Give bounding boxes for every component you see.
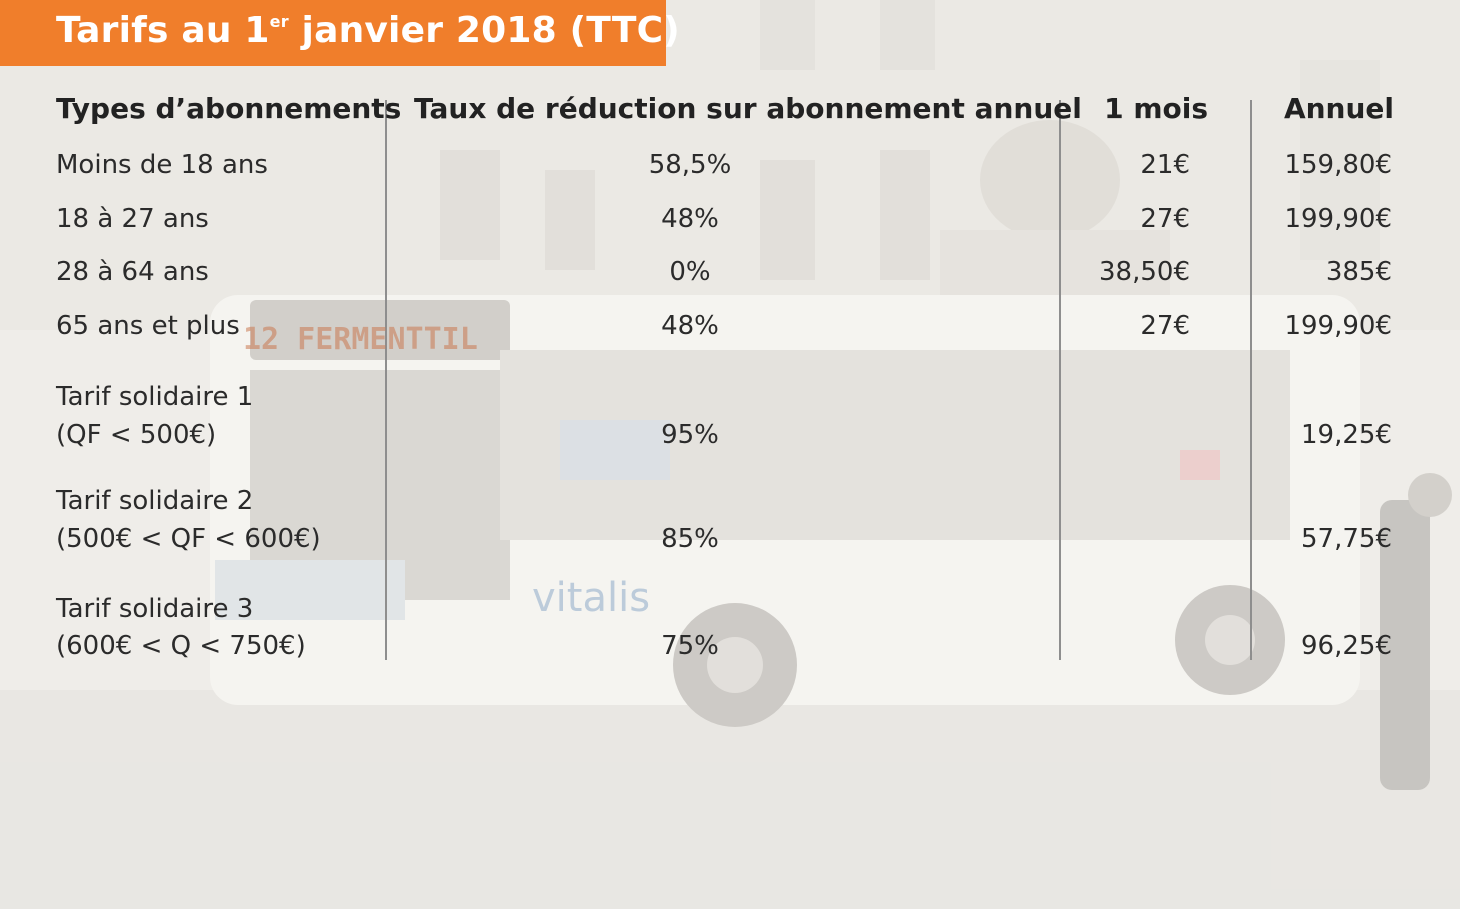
header-type: Types d’abonnements	[56, 92, 402, 125]
row-reduction: 48%	[661, 204, 719, 234]
row-type-detail: (QF < 500€)	[56, 420, 217, 450]
column-divider	[1250, 100, 1252, 660]
row-type: Tarif solidaire 3	[56, 594, 254, 624]
row-type: 28 à 64 ans	[56, 257, 209, 287]
header-monthly: 1 mois	[1104, 92, 1208, 125]
row-reduction: 75%	[661, 631, 719, 661]
row-annual: 159,80€	[1284, 150, 1392, 180]
row-annual: 96,25€	[1301, 631, 1392, 661]
row-annual: 199,90€	[1284, 311, 1392, 341]
row-annual: 199,90€	[1284, 204, 1392, 234]
column-divider	[1059, 100, 1061, 660]
row-reduction: 95%	[661, 420, 719, 450]
title-suffix: janvier 2018 (TTC)	[288, 10, 680, 51]
row-type: Tarif solidaire 2	[56, 486, 254, 516]
row-annual: 19,25€	[1301, 420, 1392, 450]
header-reduction: Taux de réduction sur abonnement annuel	[414, 92, 1082, 125]
row-type-detail: (500€ < QF < 600€)	[56, 524, 321, 554]
row-monthly: 27€	[1140, 311, 1190, 341]
row-annual: 385€	[1325, 257, 1392, 287]
row-monthly: 38,50€	[1099, 257, 1190, 287]
bus-destination-sign: 12 FERMENTTIL	[243, 322, 478, 357]
column-divider	[385, 100, 387, 660]
row-type: Moins de 18 ans	[56, 150, 268, 180]
row-reduction: 58,5%	[648, 150, 732, 180]
page-title: Tarifs au 1er janvier 2018 (TTC)	[56, 10, 680, 51]
row-type-detail: (600€ < Q < 750€)	[56, 631, 306, 661]
bus-brand-logo: vitalis	[532, 575, 651, 621]
row-type: 18 à 27 ans	[56, 204, 209, 234]
row-type: 65 ans et plus	[56, 311, 240, 341]
header-annual: Annuel	[1283, 92, 1394, 125]
title-banner: Tarifs au 1er janvier 2018 (TTC)	[0, 0, 680, 66]
row-monthly: 27€	[1140, 204, 1190, 234]
row-annual: 57,75€	[1301, 524, 1392, 554]
row-reduction: 48%	[661, 311, 719, 341]
row-reduction: 85%	[661, 524, 719, 554]
row-reduction: 0%	[669, 257, 711, 287]
row-type: Tarif solidaire 1	[56, 382, 254, 412]
title-superscript: er	[269, 12, 289, 31]
row-monthly: 21€	[1140, 150, 1190, 180]
title-prefix: Tarifs au 1	[56, 10, 270, 51]
